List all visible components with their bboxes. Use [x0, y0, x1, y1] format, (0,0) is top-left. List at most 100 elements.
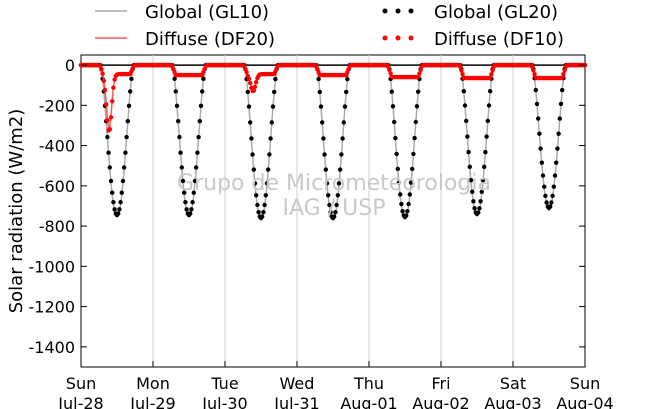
data-point	[539, 160, 544, 165]
x-tick-label-day: Sat	[500, 374, 526, 393]
data-point	[327, 202, 332, 208]
data-point	[119, 190, 125, 195]
legend-label-gl20: Global (GL20)	[434, 2, 558, 23]
data-point	[477, 206, 482, 211]
data-point	[198, 103, 204, 109]
data-point	[195, 150, 200, 155]
data-point	[118, 200, 123, 205]
data-point	[322, 152, 327, 157]
data-point	[99, 67, 104, 72]
data-point	[123, 150, 128, 155]
data-point	[172, 76, 177, 82]
data-point	[267, 152, 272, 157]
data-point	[107, 127, 113, 132]
data-point	[388, 71, 393, 76]
data-point	[111, 200, 116, 205]
legend-swatch-gl20	[382, 8, 414, 14]
x-tick-label-day: Mon	[136, 374, 170, 393]
data-point	[400, 209, 405, 214]
data-point	[176, 119, 181, 124]
data-point	[111, 85, 116, 90]
x-tick-label-date: Aug-01	[340, 394, 397, 409]
y-axis-label: Solar radiation (W/m2)	[6, 109, 27, 314]
data-point	[386, 64, 391, 69]
data-point	[533, 87, 538, 93]
data-point	[197, 119, 202, 124]
data-point	[413, 119, 418, 125]
data-point	[174, 103, 180, 109]
data-point	[317, 89, 322, 95]
x-axis: SunJul-28MonJul-29TueJul-30WedJul-31ThuA…	[57, 361, 614, 409]
data-point	[328, 210, 333, 215]
data-point	[556, 131, 561, 136]
data-point	[177, 134, 182, 140]
y-tick-label: -600	[39, 177, 75, 196]
data-point	[390, 104, 396, 109]
plot-frame	[80, 54, 586, 368]
data-point	[194, 165, 199, 170]
data-point	[488, 75, 493, 81]
data-point	[251, 88, 256, 93]
data-point	[273, 76, 278, 82]
data-point	[323, 167, 328, 172]
data-point	[254, 193, 259, 198]
data-point	[268, 136, 273, 141]
data-point	[334, 202, 339, 208]
data-point	[562, 68, 567, 73]
data-point	[466, 149, 471, 155]
data-point	[246, 104, 252, 109]
data-point	[543, 193, 548, 198]
data-point	[548, 204, 553, 209]
data-point	[183, 200, 188, 205]
data-point	[411, 151, 416, 157]
data-point	[552, 173, 558, 178]
data-point	[260, 214, 265, 219]
data-point	[189, 207, 194, 212]
data-point	[126, 103, 132, 109]
data-point	[416, 89, 421, 94]
data-point	[417, 71, 422, 76]
data-point	[179, 165, 184, 170]
data-point	[393, 135, 398, 141]
data-point	[464, 118, 469, 124]
data-point	[124, 134, 129, 140]
data-point	[416, 74, 421, 80]
data-point	[320, 120, 325, 125]
x-tick-label-day: Tue	[210, 374, 238, 393]
data-point	[116, 211, 121, 216]
data-point	[112, 207, 117, 212]
data-point	[461, 89, 466, 94]
data-point	[248, 80, 253, 86]
data-point	[471, 199, 476, 204]
data-point	[478, 199, 483, 204]
legend-label-df20: Diffuse (DF20)	[145, 29, 275, 50]
data-point	[418, 67, 423, 73]
data-point	[344, 89, 349, 95]
data-point	[468, 178, 474, 183]
watermark: Grupo de Micrometeorologia IAG / USP	[177, 171, 491, 221]
data-point	[173, 89, 178, 94]
data-point	[190, 200, 195, 205]
data-point	[488, 89, 493, 94]
data-point	[340, 136, 345, 141]
data-point	[332, 214, 337, 219]
data-point	[102, 87, 108, 93]
data-point	[532, 72, 537, 77]
data-point	[336, 181, 342, 186]
data-point	[333, 210, 338, 215]
data-point	[262, 202, 267, 208]
data-point	[345, 76, 350, 82]
data-point	[408, 180, 414, 185]
data-point	[458, 64, 463, 69]
data-point	[117, 207, 122, 212]
data-point	[540, 173, 546, 178]
data-point	[182, 190, 187, 195]
data-point	[404, 213, 409, 218]
x-tick-label-day: Sun	[570, 374, 600, 393]
data-point	[479, 189, 484, 194]
data-point	[110, 190, 115, 195]
data-point	[549, 200, 554, 205]
data-point	[244, 69, 249, 75]
data-point	[178, 150, 183, 155]
